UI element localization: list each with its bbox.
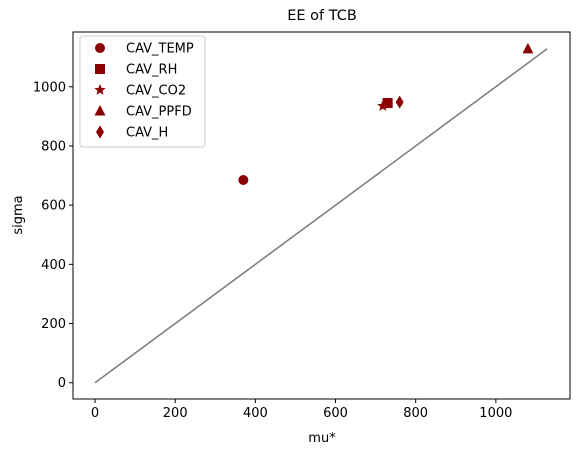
x-tick-label: 200	[163, 406, 188, 421]
legend-label: CAV_TEMP	[126, 42, 194, 57]
y-tick-label: 0	[58, 376, 66, 391]
y-tick-label: 1000	[33, 80, 66, 95]
legend-label: CAV_CO2	[126, 84, 186, 99]
x-axis: 0 200 400 600 800 1000	[91, 399, 512, 421]
data-point-square	[382, 98, 393, 109]
y-axis: 0 200 400 600 800 1000	[33, 80, 73, 391]
legend-marker-circle	[95, 43, 105, 53]
chart-title: EE of TCB	[287, 8, 357, 24]
x-tick-label: 0	[91, 406, 99, 421]
plot-area	[72, 31, 571, 400]
plot-frame	[72, 31, 571, 400]
data-point-circle	[238, 174, 249, 185]
data-point-star	[377, 99, 389, 111]
x-tick-label: 800	[403, 406, 428, 421]
y-tick-label: 400	[41, 258, 66, 273]
data-point-triangle	[522, 42, 534, 54]
y-tick-label: 600	[41, 199, 66, 214]
legend-label: CAV_H	[126, 126, 168, 141]
legend-box	[79, 35, 206, 148]
legend-marker-square	[95, 64, 105, 74]
legend-marker-diamond	[96, 125, 104, 139]
y-tick-label: 200	[41, 317, 66, 332]
legend: CAV_TEMP CAV_RH CAV_CO2 CAV_PPFD CAV_H	[79, 35, 206, 148]
reference-line-group	[94, 48, 548, 384]
y-tick-label: 800	[41, 139, 66, 154]
x-axis-label: mu*	[308, 431, 336, 446]
y-axis-label: sigma	[11, 195, 26, 234]
x-tick-label: 600	[323, 406, 348, 421]
legend-marker-triangle	[94, 105, 106, 116]
reference-line	[94, 48, 548, 384]
x-tick-label: 400	[243, 406, 268, 421]
legend-label: CAV_RH	[126, 63, 177, 78]
data-point-diamond	[395, 95, 404, 109]
legend-label: CAV_PPFD	[126, 105, 192, 120]
data-points	[238, 42, 534, 185]
legend-marker-star	[94, 84, 106, 95]
x-tick-label: 1000	[479, 406, 512, 421]
